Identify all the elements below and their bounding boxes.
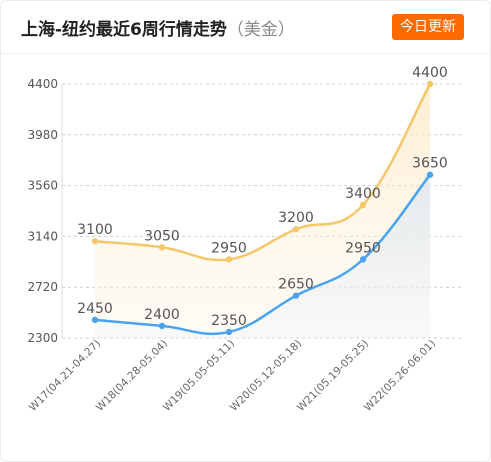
data-point[interactable] bbox=[225, 328, 233, 336]
x-tick-label: W22(05.26-06.01) bbox=[362, 338, 438, 414]
series-areas bbox=[95, 84, 430, 338]
data-point[interactable] bbox=[359, 256, 367, 263]
chart-title: 上海-纽约最近6周行情走势（美金） bbox=[21, 15, 295, 40]
x-axis: W17(04.21-04.27)W18(04.28-05.04)W19(05.0… bbox=[27, 338, 438, 414]
data-point[interactable] bbox=[292, 225, 300, 233]
data-label: 2450 bbox=[77, 301, 113, 317]
data-label: 3650 bbox=[412, 156, 448, 172]
data-point[interactable] bbox=[91, 238, 99, 245]
x-tick-label: W18(04.28-05.04) bbox=[94, 338, 170, 414]
data-point[interactable] bbox=[91, 316, 99, 324]
data-label: 2950 bbox=[211, 240, 247, 256]
unit-label: （美金） bbox=[226, 20, 295, 40]
series-area bbox=[95, 174, 430, 338]
x-tick-label: W17(04.21-04.27) bbox=[27, 338, 103, 414]
data-point[interactable] bbox=[426, 171, 434, 178]
x-tick-label: W19(05.05-05.11) bbox=[161, 338, 237, 414]
data-label: 3400 bbox=[345, 186, 381, 202]
data-point[interactable] bbox=[158, 244, 166, 251]
data-point[interactable] bbox=[359, 201, 367, 209]
data-label: 3100 bbox=[77, 222, 113, 238]
card-header: 上海-纽约最近6周行情走势（美金） 今日更新 bbox=[1, 1, 490, 54]
line-chart: 2300 2720 3140 3560 3980 4400 3100 3050 2950 320… bbox=[27, 65, 464, 414]
data-point[interactable] bbox=[426, 80, 434, 88]
title-text: 上海-纽约最近6周行情走势 bbox=[21, 20, 227, 40]
series-line bbox=[93, 173, 432, 336]
x-tick-label: W20(05.12-05.18) bbox=[228, 338, 304, 414]
data-point[interactable] bbox=[158, 322, 166, 330]
x-tick-label: W21(05.19-05.25) bbox=[295, 338, 371, 414]
y-tick-label: 2300 bbox=[27, 331, 58, 345]
data-point[interactable] bbox=[225, 256, 233, 263]
y-tick-label: 4400 bbox=[27, 77, 58, 91]
data-label: 2950 bbox=[345, 240, 381, 256]
data-label: 4400 bbox=[412, 65, 448, 81]
data-label: 2400 bbox=[144, 307, 180, 323]
y-tick-label: 3560 bbox=[27, 179, 58, 193]
data-label: 2350 bbox=[211, 313, 247, 329]
y-tick-label: 3140 bbox=[27, 229, 58, 243]
series-points bbox=[91, 80, 434, 336]
data-label: 3200 bbox=[278, 210, 314, 226]
data-label: 3050 bbox=[144, 228, 180, 244]
data-labels: 3100 3050 2950 3200 3400 4400 2450 2400 2350 2650… bbox=[77, 65, 448, 329]
today-updated-badge[interactable]: 今日更新 bbox=[392, 14, 464, 40]
y-tick-label: 2720 bbox=[27, 280, 58, 294]
data-label: 2650 bbox=[278, 277, 314, 293]
data-point[interactable] bbox=[292, 292, 300, 299]
y-tick-label: 3980 bbox=[27, 128, 58, 142]
y-axis: 2300 2720 3140 3560 3980 4400 bbox=[27, 77, 63, 345]
